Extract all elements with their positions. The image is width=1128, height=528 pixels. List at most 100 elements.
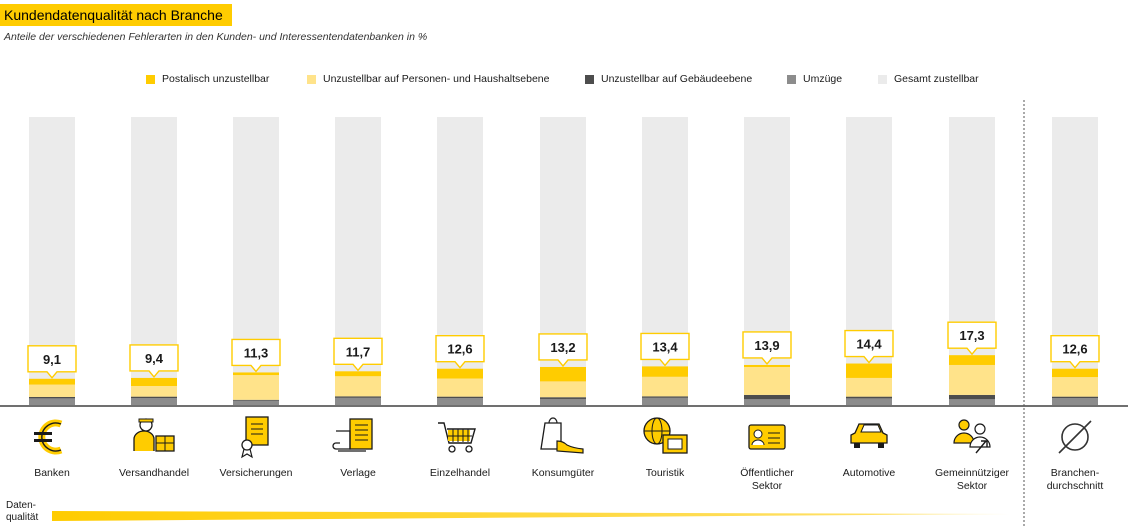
bar-segment-umzuege	[437, 398, 483, 405]
bar-segment-gebaeude	[949, 394, 995, 400]
value-callouts-layer: 9,1 9,4 11,3 11,7 12,6 13,2 13,4 13,9 14,4 17,3 12…	[27, 321, 1100, 379]
shopping-cart-icon	[438, 422, 476, 453]
category-label: Verlage	[340, 467, 376, 479]
value-callout: 11,3	[231, 338, 281, 373]
value-callout: 9,4	[129, 344, 179, 379]
bar-segment-personen	[949, 364, 995, 395]
id-card-icon	[748, 424, 786, 450]
category-label: Gemeinnütziger	[935, 467, 1010, 479]
certificate-icon	[241, 416, 269, 459]
legend-item-umzuege: Umzüge	[787, 72, 842, 86]
category-label: Öffentlicher	[740, 467, 794, 479]
bar-segment-postalisch	[642, 366, 688, 377]
legend-label-gesamt: Gesamt zustellbar	[894, 73, 979, 85]
bar-segment-gebaeude	[437, 396, 483, 399]
chart-subtitle: Anteile der verschiedenen Fehlerarten in…	[4, 31, 428, 43]
value-callout-box	[742, 331, 792, 366]
legend-item-gebaeude: Unzustellbar auf Gebäudeebene	[585, 72, 752, 86]
data-quality-label: Daten- qualität	[6, 500, 38, 524]
bar-segment-postalisch	[744, 364, 790, 367]
legend-item-gesamt: Gesamt zustellbar	[878, 72, 979, 86]
bar-segment-umzuege	[642, 397, 688, 405]
value-label: 13,4	[652, 339, 678, 354]
category-label: Versicherungen	[220, 467, 293, 479]
value-callout: 13,2	[538, 333, 588, 368]
bars-layer	[29, 117, 1098, 405]
category-labels-layer: Banken Versandhandel Versicherungen Verlage…	[34, 467, 1103, 492]
bar-segment-postalisch	[1052, 368, 1098, 378]
bag-shoe-icon	[540, 417, 584, 454]
bar-segment-gebaeude	[233, 399, 279, 401]
category-label: Einzelhandel	[430, 467, 490, 479]
legend-swatch-umzuege	[787, 74, 796, 84]
category-label: Sektor	[752, 480, 783, 492]
value-label: 12,6	[1062, 342, 1087, 357]
bar-segment-umzuege	[949, 399, 995, 405]
value-label: 9,1	[43, 352, 61, 367]
chart-title-box: Kundendatenqualität nach Branche	[0, 4, 232, 26]
bar-segment-umzuege	[233, 400, 279, 405]
category-label: Sektor	[957, 480, 988, 492]
bar-segment-gebaeude	[846, 396, 892, 399]
bar-segment-umzuege	[744, 399, 790, 405]
value-callout: 11,7	[333, 337, 383, 372]
value-callout-box	[435, 335, 485, 369]
value-label: 13,2	[550, 340, 575, 355]
legend-swatch-gebaeude	[585, 74, 594, 84]
bar-segment-umzuege	[335, 397, 381, 405]
bar-segment-postalisch	[29, 378, 75, 385]
data-quality-label-line1: Daten-	[6, 500, 37, 511]
legend-label-personen: Unzustellbar auf Personen- und Haushalts…	[323, 73, 550, 85]
category-label: Touristik	[646, 467, 685, 479]
bar-segment-postalisch	[846, 363, 892, 378]
value-callout-box	[538, 333, 588, 368]
bar-segment-postalisch	[540, 366, 586, 382]
bar-segment-personen	[131, 385, 177, 397]
newspaper-icon	[332, 418, 373, 452]
bar-segment-personen	[846, 377, 892, 397]
category-icons-layer	[34, 416, 1092, 459]
bar-segment-umzuege	[540, 398, 586, 405]
bar-segment-gebaeude	[540, 397, 586, 399]
bar-segment-personen	[233, 375, 279, 400]
bar-segment-umzuege	[29, 398, 75, 405]
value-callout-box	[844, 329, 894, 364]
value-label: 13,9	[754, 338, 779, 353]
bar-segment-personen	[540, 381, 586, 398]
bar-segment-personen	[1052, 377, 1098, 397]
legend-swatch-postalisch	[146, 74, 155, 84]
globe-ticket-icon	[643, 417, 688, 454]
value-callout: 12,6	[435, 335, 485, 369]
bar-segment-postalisch	[233, 372, 279, 376]
category-label: durchschnitt	[1047, 480, 1104, 492]
bar-segment-umzuege	[846, 398, 892, 405]
bar-segment-gebaeude	[642, 396, 688, 398]
legend-label-umzuege: Umzüge	[803, 73, 843, 85]
legend-swatch-personen	[307, 74, 316, 84]
bar-segment-postalisch	[949, 355, 995, 365]
bar-segment-personen	[335, 376, 381, 397]
value-label: 11,7	[346, 344, 371, 359]
bar-segment-personen	[744, 366, 790, 395]
legend-label-postalisch: Postalisch unzustellbar	[162, 73, 270, 85]
bar-segment-gebaeude	[131, 396, 177, 399]
category-label: Banken	[34, 467, 70, 479]
bar-segment-personen	[437, 378, 483, 397]
category-label: Branchen-	[1051, 467, 1100, 479]
value-callout-box	[1050, 335, 1100, 369]
bar-segment-gebaeude	[744, 394, 790, 400]
legend-swatch-gesamt	[878, 74, 887, 84]
bar-segment-postalisch	[131, 377, 177, 386]
value-label: 17,3	[959, 328, 984, 343]
value-callout-box	[231, 338, 281, 373]
bar-segment-gebaeude	[29, 396, 75, 399]
bar-segment-gebaeude	[1052, 396, 1098, 399]
value-label: 11,3	[244, 345, 269, 360]
diameter-icon	[1058, 420, 1092, 454]
legend-item-postalisch: Postalisch unzustellbar	[146, 72, 269, 86]
bar-segment-postalisch	[335, 371, 381, 377]
value-callout-box	[333, 337, 383, 372]
car-icon	[850, 423, 888, 448]
people-hand-icon	[953, 419, 991, 454]
